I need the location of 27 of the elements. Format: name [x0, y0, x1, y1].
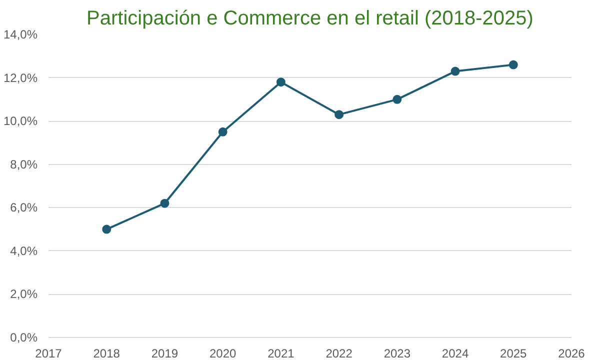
x-tick-label: 2023 — [384, 346, 411, 360]
x-tick-label: 2021 — [268, 346, 295, 360]
point — [276, 78, 286, 87]
point — [450, 66, 460, 76]
x-tick-label: 2018 — [93, 346, 120, 360]
y-tick-label: 0,0% — [10, 330, 38, 344]
x-tick-label: 2024 — [442, 346, 469, 360]
point — [160, 198, 170, 208]
point — [508, 60, 518, 70]
x-tick-label: 2025 — [500, 346, 528, 360]
y-tick-label: 8,0% — [10, 157, 38, 172]
x-tick-label: 2017 — [35, 346, 62, 360]
y-tick-label: 14,0% — [3, 28, 38, 42]
point — [102, 224, 112, 234]
chart-title: Participación e Commerce en el retail (2018-2025) — [86, 8, 534, 30]
y-tick-label: 12,0% — [3, 70, 38, 85]
x-tick-label: 2019 — [151, 346, 178, 360]
y-tick-label: 4,0% — [10, 244, 38, 258]
x-tick-label: 2022 — [326, 346, 353, 360]
y-tick-label: 10,0% — [3, 114, 38, 128]
point — [392, 94, 402, 104]
point — [334, 110, 344, 120]
y-tick-label: 6,0% — [10, 200, 38, 215]
y-tick-label: 2,0% — [10, 287, 38, 302]
x-tick-label: 2020 — [209, 346, 237, 360]
x-tick-label: 2026 — [558, 346, 586, 360]
point — [218, 127, 228, 136]
